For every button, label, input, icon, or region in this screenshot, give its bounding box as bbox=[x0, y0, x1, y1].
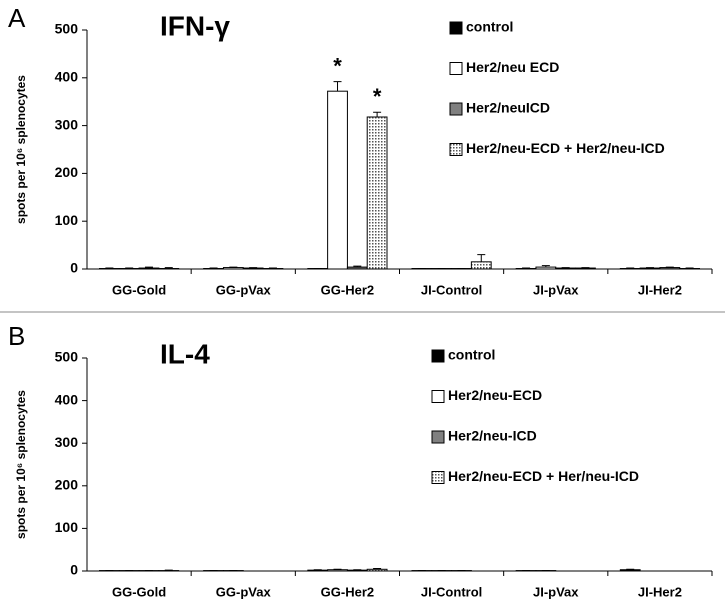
bar bbox=[555, 267, 577, 270]
panel-label: A bbox=[8, 3, 26, 33]
error-bar bbox=[144, 266, 153, 269]
y-tick-label: 500 bbox=[55, 349, 79, 365]
significance-mark: * bbox=[373, 84, 382, 109]
error-bar bbox=[373, 111, 382, 117]
legend-swatch bbox=[449, 143, 463, 156]
bar bbox=[575, 267, 596, 270]
x-tick-label: JI-pVax bbox=[533, 584, 579, 599]
bar bbox=[366, 568, 388, 572]
bar bbox=[138, 267, 160, 270]
x-tick-label: JI-Her2 bbox=[638, 282, 682, 297]
error-bar bbox=[373, 567, 382, 570]
y-tick-label: 200 bbox=[55, 477, 79, 493]
legend-label: Her2/neu-ECD + Her/neu-ICD bbox=[448, 468, 639, 484]
legend-swatch bbox=[449, 102, 463, 116]
bar bbox=[242, 267, 264, 270]
significance-mark: * bbox=[333, 53, 342, 78]
legend-swatch bbox=[449, 21, 463, 35]
x-tick-label: JI-Her2 bbox=[638, 584, 682, 599]
legend-label: Her2/neu-ECD + Her2/neu-ICD bbox=[466, 140, 665, 156]
x-tick-label: GG-Gold bbox=[112, 282, 166, 297]
bar bbox=[346, 266, 368, 270]
x-tick-label: GG-Her2 bbox=[321, 282, 374, 297]
chart-title: IL-4 bbox=[160, 338, 210, 369]
bar bbox=[307, 569, 329, 572]
x-tick-label: JI-Control bbox=[421, 584, 482, 599]
bar bbox=[470, 261, 492, 270]
error-bar bbox=[477, 254, 486, 262]
legend-label: control bbox=[448, 347, 495, 363]
error-bar bbox=[333, 81, 342, 92]
legend-swatch bbox=[431, 430, 445, 444]
legend-label: Her2/neu-ECD bbox=[448, 387, 542, 403]
bar bbox=[619, 569, 641, 572]
legend-swatch bbox=[431, 471, 445, 484]
x-tick-label: JI-Control bbox=[421, 282, 482, 297]
bar bbox=[535, 266, 557, 270]
error-bar bbox=[353, 265, 362, 268]
x-tick-label: GG-pVax bbox=[216, 282, 272, 297]
bar bbox=[346, 569, 368, 572]
legend-label: control bbox=[466, 19, 513, 35]
y-tick-label: 0 bbox=[70, 562, 78, 578]
bar bbox=[327, 569, 348, 572]
y-tick-label: 300 bbox=[55, 116, 79, 132]
y-tick-label: 300 bbox=[55, 434, 79, 450]
legend-swatch bbox=[431, 349, 445, 363]
y-axis-label: spots per 10⁶ splenocytes bbox=[14, 75, 28, 224]
y-tick-label: 100 bbox=[55, 212, 79, 228]
y-tick-label: 0 bbox=[70, 260, 78, 276]
y-axis-label: spots per 10⁶ splenocytes bbox=[14, 390, 28, 539]
x-tick-label: GG-Gold bbox=[112, 584, 166, 599]
x-tick-label: GG-pVax bbox=[216, 584, 272, 599]
bar bbox=[327, 90, 348, 270]
x-tick-label: GG-Her2 bbox=[321, 584, 374, 599]
bar bbox=[366, 116, 388, 270]
legend-label: Her2/neuICD bbox=[466, 100, 550, 116]
legend-label: Her2/neu ECD bbox=[466, 59, 559, 75]
bar bbox=[639, 267, 661, 270]
y-tick-label: 400 bbox=[55, 69, 79, 85]
panel-label: B bbox=[8, 321, 25, 351]
legend-label: Her2/neu-ICD bbox=[448, 428, 537, 444]
x-tick-label: JI-pVax bbox=[533, 282, 579, 297]
legend-swatch bbox=[449, 62, 463, 75]
y-tick-label: 500 bbox=[55, 21, 79, 37]
y-tick-label: 400 bbox=[55, 391, 79, 407]
y-tick-label: 100 bbox=[55, 519, 79, 535]
legend-swatch bbox=[431, 390, 445, 403]
bar bbox=[222, 267, 244, 270]
y-tick-label: 200 bbox=[55, 164, 79, 180]
error-bar bbox=[164, 267, 173, 269]
bar bbox=[659, 267, 681, 270]
chart-title: IFN-γ bbox=[160, 10, 230, 41]
error-bar bbox=[541, 265, 550, 268]
